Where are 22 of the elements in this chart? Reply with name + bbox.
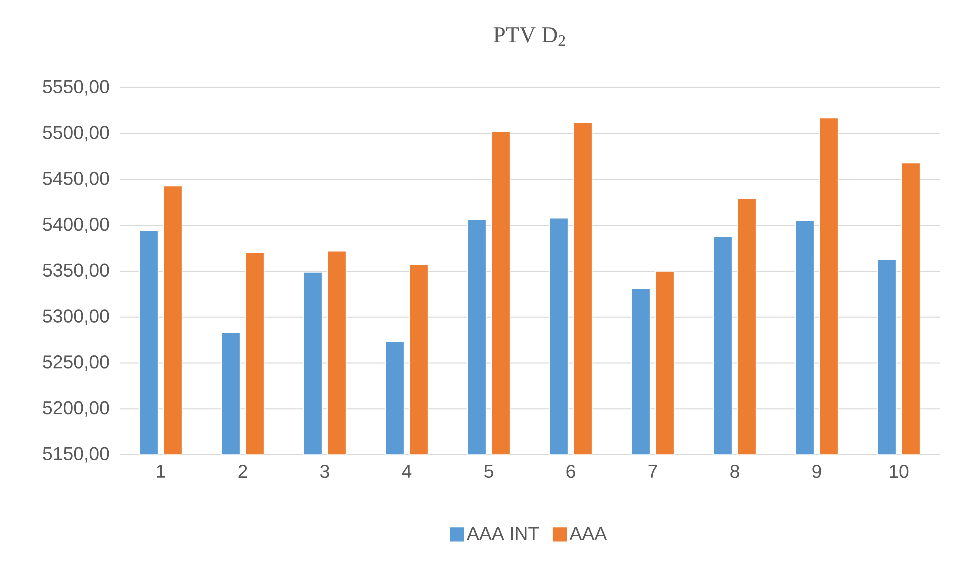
x-tick-label: 8 (730, 465, 740, 478)
y-tick-label: 5400,00 (43, 218, 110, 234)
legend-label: AAA INT (467, 527, 540, 540)
y-tick-label: 5450,00 (43, 172, 110, 188)
y-tick-label: 5300,00 (43, 310, 110, 326)
y-tick-label: 5350,00 (43, 264, 110, 280)
y-tick-label: 5250,00 (43, 356, 110, 371)
y-tick-label: 5550,00 (43, 80, 110, 96)
legend-label: AAA (570, 527, 608, 540)
y-tick-label: 5150,00 (43, 447, 110, 463)
x-tick-label: 3 (320, 465, 330, 478)
x-tick-label: 7 (648, 465, 658, 478)
x-tick-label: 1 (157, 465, 166, 478)
x-tick-label: 4 (402, 465, 412, 478)
x-tick-label: 9 (812, 465, 822, 478)
y-tick-label: 5500,00 (43, 126, 110, 142)
x-tick-label: 5 (484, 465, 494, 478)
chart-title: PTV D$_{2}$ (494, 28, 566, 46)
y-tick-label: 5200,00 (43, 401, 110, 417)
x-tick-label: 10 (890, 465, 909, 478)
x-tick-label: 6 (566, 465, 576, 478)
x-tick-label: 2 (238, 465, 248, 478)
